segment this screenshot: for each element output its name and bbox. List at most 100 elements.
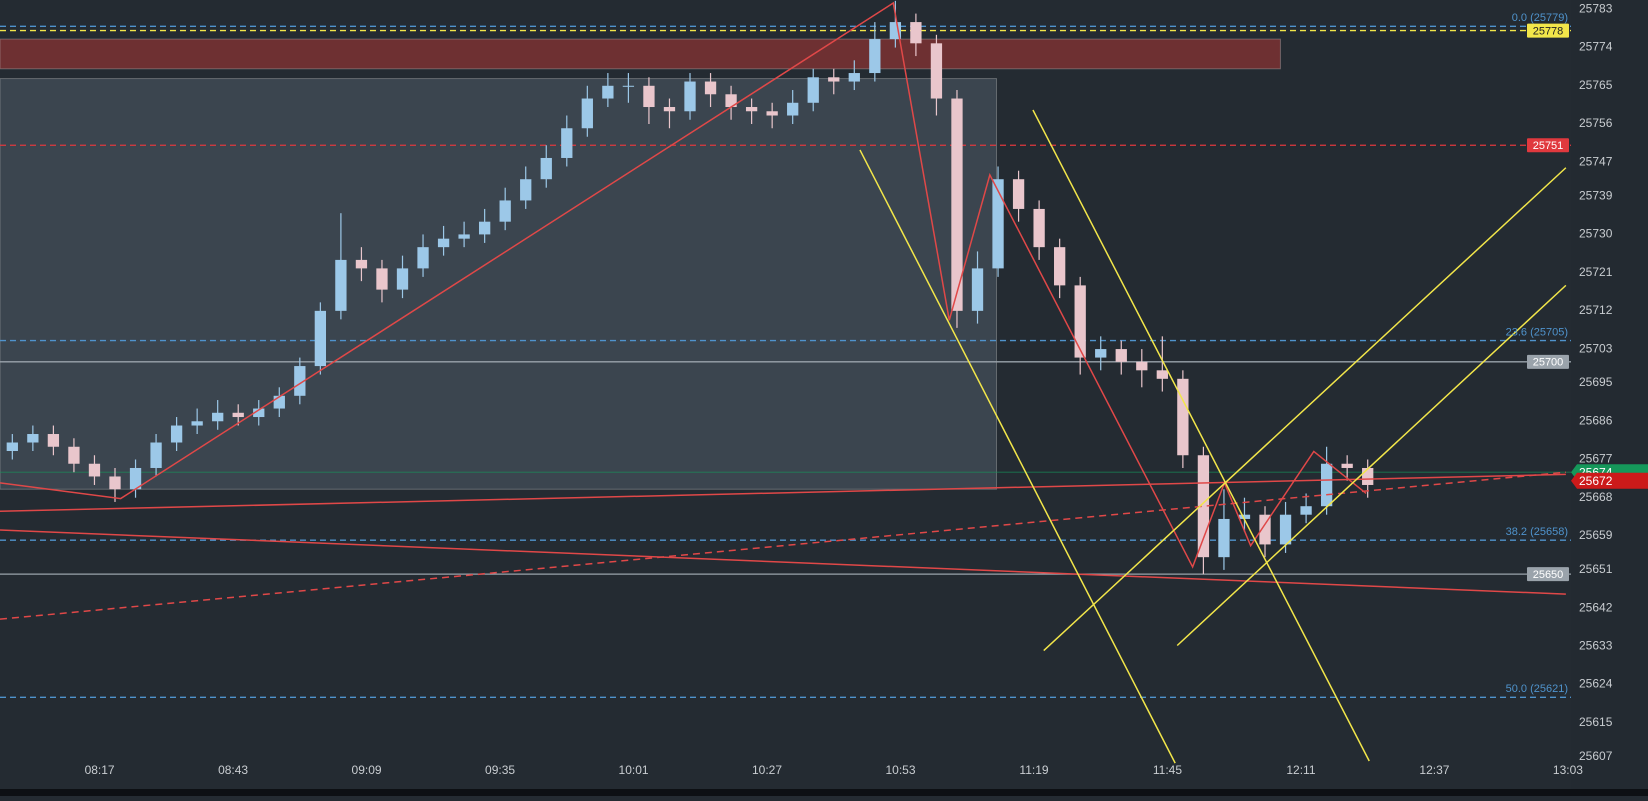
y-tick-label: 25677 <box>1579 452 1613 466</box>
candle-body <box>294 366 306 396</box>
y-tick-label: 25695 <box>1579 375 1613 389</box>
y-tick-label: 25739 <box>1579 188 1613 202</box>
x-tick-label: 10:01 <box>619 763 649 777</box>
candle-body <box>581 98 593 129</box>
price-tag <box>1527 23 1569 38</box>
candle-body <box>930 43 943 99</box>
candle-body <box>848 73 860 82</box>
candle-body <box>828 77 840 82</box>
candle-body <box>273 395 285 409</box>
candle-body <box>1136 361 1148 371</box>
y-tick-label: 25668 <box>1579 490 1613 504</box>
candle-body <box>1362 467 1374 485</box>
candle-body <box>1095 349 1107 358</box>
y-tick-label: 25774 <box>1579 40 1613 54</box>
candle-body <box>109 476 121 490</box>
candle-body <box>1054 247 1066 286</box>
candle-body <box>540 157 552 180</box>
candle-body <box>1300 506 1312 515</box>
x-tick-label: 10:53 <box>885 763 915 777</box>
price-tag-label: 25751 <box>1533 140 1564 152</box>
candle-body <box>1197 455 1210 558</box>
candle-body <box>684 81 696 112</box>
candle-body <box>704 81 717 95</box>
candle-body <box>663 107 676 112</box>
candle-body <box>1218 518 1230 558</box>
zone <box>0 38 1281 70</box>
y-tick-label: 25651 <box>1579 562 1613 576</box>
trend-line <box>0 471 1566 620</box>
candle-body <box>27 434 39 443</box>
x-tick-label: 11:45 <box>1153 763 1182 777</box>
candle-body <box>889 22 902 40</box>
y-tick-label: 25730 <box>1579 227 1613 241</box>
x-tick-label: 09:09 <box>352 763 382 777</box>
candle-body <box>129 467 142 490</box>
candle-body <box>232 412 244 418</box>
candle-body <box>787 102 799 116</box>
trend-line <box>0 529 1566 595</box>
candle-body <box>458 234 470 239</box>
y-tick-label: 25703 <box>1579 341 1613 355</box>
zone <box>0 78 998 490</box>
fib-label: 23.6 (25705) <box>1506 326 1568 338</box>
axis-tag <box>1571 472 1648 489</box>
trend-line <box>859 149 1176 764</box>
candle-body <box>725 94 737 108</box>
x-tick-label: 12:11 <box>1286 763 1315 777</box>
candle-body <box>1033 208 1045 248</box>
candle-body <box>602 85 614 99</box>
candle-body <box>1238 514 1251 519</box>
y-tick-label: 25783 <box>1579 2 1613 16</box>
candle-body <box>1279 514 1292 545</box>
candle-body <box>745 107 758 112</box>
candle-body <box>6 442 18 452</box>
y-tick-label: 25659 <box>1579 528 1613 542</box>
candle-body <box>807 77 819 103</box>
price-tag-label: 25650 <box>1533 569 1564 581</box>
candle-body <box>992 179 1004 269</box>
y-tick-label: 25615 <box>1579 715 1613 729</box>
candle-body <box>1012 179 1025 209</box>
candle-body <box>150 442 162 468</box>
y-tick-label: 25712 <box>1579 303 1613 317</box>
candle-body <box>191 421 203 426</box>
bottom-bar <box>0 789 1648 796</box>
trend-line <box>1043 167 1567 652</box>
candle-body <box>170 425 183 443</box>
candle-body <box>68 446 80 464</box>
x-tick-label: 10:27 <box>752 763 782 777</box>
trend-line <box>1176 284 1567 647</box>
y-tick-label: 25747 <box>1579 154 1613 168</box>
y-tick-label: 25624 <box>1579 677 1613 691</box>
candle-body <box>951 98 963 311</box>
candle-body <box>253 408 265 418</box>
candle-body <box>971 268 984 311</box>
candle-body <box>643 85 655 108</box>
x-tick-label: 12:37 <box>1419 763 1449 777</box>
candle-body <box>335 259 347 311</box>
candle-body <box>622 85 635 87</box>
candle-body <box>355 259 368 269</box>
candle-body <box>1259 514 1271 545</box>
x-tick-label: 09:35 <box>485 763 515 777</box>
candle-body <box>376 268 388 290</box>
candle-body <box>1177 378 1189 456</box>
candle-body <box>1115 349 1127 362</box>
x-tick-label: 08:43 <box>218 763 248 777</box>
price-tag <box>1527 138 1569 153</box>
candle-body <box>314 310 327 367</box>
y-tick-label: 25686 <box>1579 413 1613 427</box>
trend-line <box>0 473 1566 513</box>
candle-body <box>1341 463 1353 468</box>
candle-body <box>47 434 60 447</box>
x-tick-label: 11:19 <box>1019 763 1048 777</box>
candle-body <box>417 247 429 269</box>
price-tag <box>1527 567 1569 582</box>
candle-body <box>1156 370 1168 379</box>
x-tick-label: 08:17 <box>85 763 115 777</box>
y-tick-label: 25607 <box>1579 749 1613 763</box>
candle-body <box>1074 285 1086 358</box>
price-axis <box>1571 0 1648 796</box>
